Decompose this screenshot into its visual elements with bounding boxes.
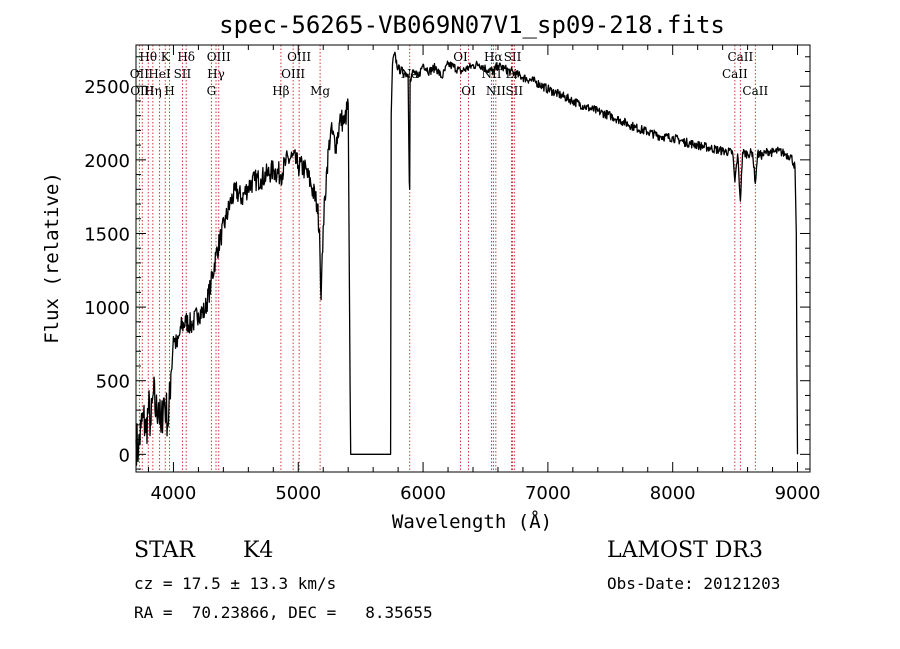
spectral-line-label: Hη [144, 84, 162, 98]
x-tick-label: 4000 [151, 483, 197, 504]
spectral-line-label: OIII [287, 50, 311, 64]
spectral-line-label: CaII [722, 67, 748, 81]
spectral-line-label: OIII [281, 67, 305, 81]
y-tick-label: 0 [119, 445, 130, 466]
spectral-line-label: Li [506, 67, 518, 81]
survey-name: LAMOST DR3 [607, 538, 763, 563]
plot-frame [135, 44, 811, 473]
spectral-line-label: CaII [727, 50, 753, 64]
obs-date: Obs-Date: 20121203 [607, 574, 781, 593]
spectrum-line [135, 51, 799, 466]
spectral-line-label: H [164, 84, 174, 98]
spectral-line-label: OII [130, 67, 150, 81]
x-tick-label: 6000 [400, 483, 446, 504]
spectral-line-labels: OIIOIIIHθHηHeIKHSIIHδGHγOIIIHβOIIIOIIIMg… [130, 50, 769, 98]
object-class: STAR [134, 538, 195, 563]
y-tick-label: 2500 [84, 77, 130, 98]
spectral-line-label: Hγ [207, 67, 225, 81]
spectral-line-label: Hθ [139, 50, 157, 64]
spectral-line-label: OI [453, 50, 468, 64]
spectral-line-label: Mg [310, 84, 330, 98]
y-tick-label: 1500 [84, 224, 130, 245]
spectral-line-label: SII [174, 67, 192, 81]
x-tick-label: 8000 [650, 483, 696, 504]
spectral-line-label: CaII [742, 84, 768, 98]
spectral-line-label: OI [461, 84, 476, 98]
chart-title: spec-56265-VB069N07V1_sp09-218.fits [219, 11, 725, 39]
x-tick-label: 9000 [775, 483, 821, 504]
spectral-line-label: Hβ [272, 84, 289, 98]
spectral-line-label: G [207, 84, 217, 98]
x-axis-label: Wavelength (Å) [392, 510, 552, 533]
y-tick-label: 500 [96, 372, 130, 393]
spectral-line-label: SII [504, 50, 522, 64]
y-tick-label: 2000 [84, 151, 130, 172]
spectral-line-label: NII [486, 84, 506, 98]
axis-tick-labels: 4000 5000 6000 7000 8000 9000 0 500 1000 1500 2000… [84, 77, 820, 504]
spectral-line-label: Hα [484, 50, 503, 64]
spectral-line-label: OIII [207, 50, 231, 64]
subclass: K4 [243, 538, 274, 563]
spectral-line-label: Hδ [177, 50, 195, 64]
x-tick-label: 5000 [275, 483, 321, 504]
spectral-line-label: K [161, 50, 171, 64]
redshift-cz: cz = 17.5 ± 13.3 km/s [134, 574, 337, 593]
y-axis-label: Flux (relative) [41, 172, 63, 344]
y-tick-label: 1000 [84, 298, 130, 319]
spectral-line-markers [138, 45, 756, 472]
coordinates: RA = 70.23866, DEC = 8.35655 [134, 603, 433, 622]
x-tick-label: 7000 [525, 483, 571, 504]
spectral-line-label: SII [505, 84, 523, 98]
axis-ticks [136, 45, 810, 472]
spectral-line-label: HeI [148, 67, 171, 81]
